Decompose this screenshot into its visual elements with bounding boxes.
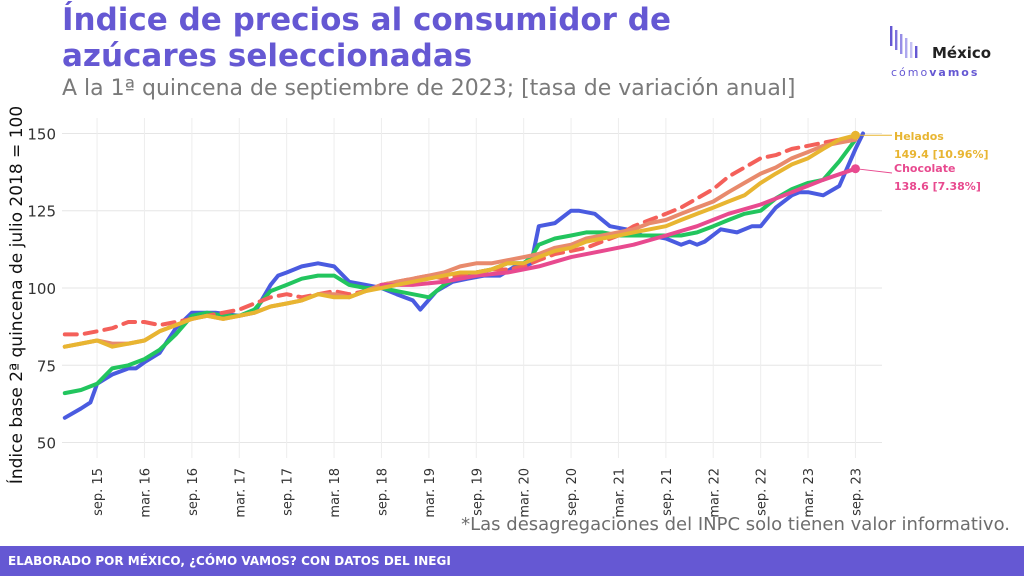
title-line-2: azúcares seleccionadas — [62, 38, 473, 74]
annotation-leader — [855, 168, 893, 174]
footnote: *Las desagregaciones del INPC solo tiene… — [461, 514, 1010, 535]
logo-bars-icon — [890, 26, 918, 58]
x-tick-label: sep. 19 — [470, 468, 485, 516]
footer-text: ELABORADO POR MÉXICO, ¿CÓMO VAMOS? CON D… — [8, 554, 451, 568]
y-tick-label: 50 — [37, 435, 56, 453]
x-tick-label: sep. 20 — [565, 468, 580, 516]
y-tick-label: 75 — [37, 357, 56, 375]
x-tick-label: sep. 15 — [91, 468, 106, 516]
chart-grid — [62, 118, 882, 458]
y-tick-label: 100 — [27, 280, 56, 298]
y-tick-label: 125 — [27, 203, 56, 221]
x-tick-label: sep. 23 — [849, 468, 864, 516]
logo-mexico-text: México — [932, 44, 992, 62]
page-title: Índice de precios al consumidor de azúca… — [62, 2, 671, 74]
annotation-name: Helados — [894, 130, 944, 143]
series-line-3 — [62, 134, 858, 337]
footer-bar: ELABORADO POR MÉXICO, ¿CÓMO VAMOS? CON D… — [0, 546, 1024, 576]
logo-como: cómo — [891, 66, 930, 79]
x-tick-label: mar. 23 — [802, 468, 817, 518]
x-tick-labels: sep. 15 mar. 16 sep. 16 mar. 17 sep. 17 mar. … — [91, 468, 864, 518]
x-tick-label: mar. 17 — [233, 468, 248, 518]
annotation-value: 138.6 [7.38%] — [894, 180, 981, 193]
chart-annotations: Helados 149.4 [10.96%]Chocolate 138.6 [7.3… — [850, 130, 989, 193]
logo-como-vamos-text: cómovamos — [891, 66, 979, 79]
y-tick-label: 150 — [27, 125, 56, 143]
x-tick-label: mar. 22 — [707, 468, 722, 518]
series-line-5 — [379, 166, 858, 287]
y-axis-label: Índice base 2ª quincena de julio 2018 = … — [5, 106, 27, 484]
line-chart: 50 75 100 125 150 sep. 15 mar. 16 sep. 16 mar. … — [5, 106, 989, 518]
annotation-value: 149.4 [10.96%] — [894, 148, 989, 161]
page-subtitle: A la 1ª quincena de septiembre de 2023; … — [62, 76, 796, 101]
series-line-6 — [62, 133, 858, 349]
y-tick-labels: 50 75 100 125 150 — [27, 125, 56, 452]
x-tick-label: sep. 21 — [660, 468, 675, 516]
logo-vamos: vamos — [929, 66, 980, 79]
x-tick-label: mar. 19 — [423, 468, 438, 518]
x-tick-label: sep. 17 — [281, 468, 296, 516]
x-tick-label: sep. 18 — [375, 468, 390, 516]
annotation-name: Chocolate — [894, 162, 955, 175]
x-tick-label: mar. 20 — [518, 468, 533, 518]
chart-series — [62, 131, 865, 420]
x-tick-label: mar. 16 — [138, 468, 153, 518]
x-tick-label: sep. 16 — [186, 468, 201, 516]
x-tick-label: mar. 21 — [612, 468, 627, 518]
x-tick-label: mar. 18 — [328, 468, 343, 518]
x-tick-label: sep. 22 — [755, 468, 770, 516]
mexico-como-vamos-logo: México cómovamos — [890, 22, 1010, 84]
title-line-1: Índice de precios al consumidor de — [62, 2, 671, 38]
